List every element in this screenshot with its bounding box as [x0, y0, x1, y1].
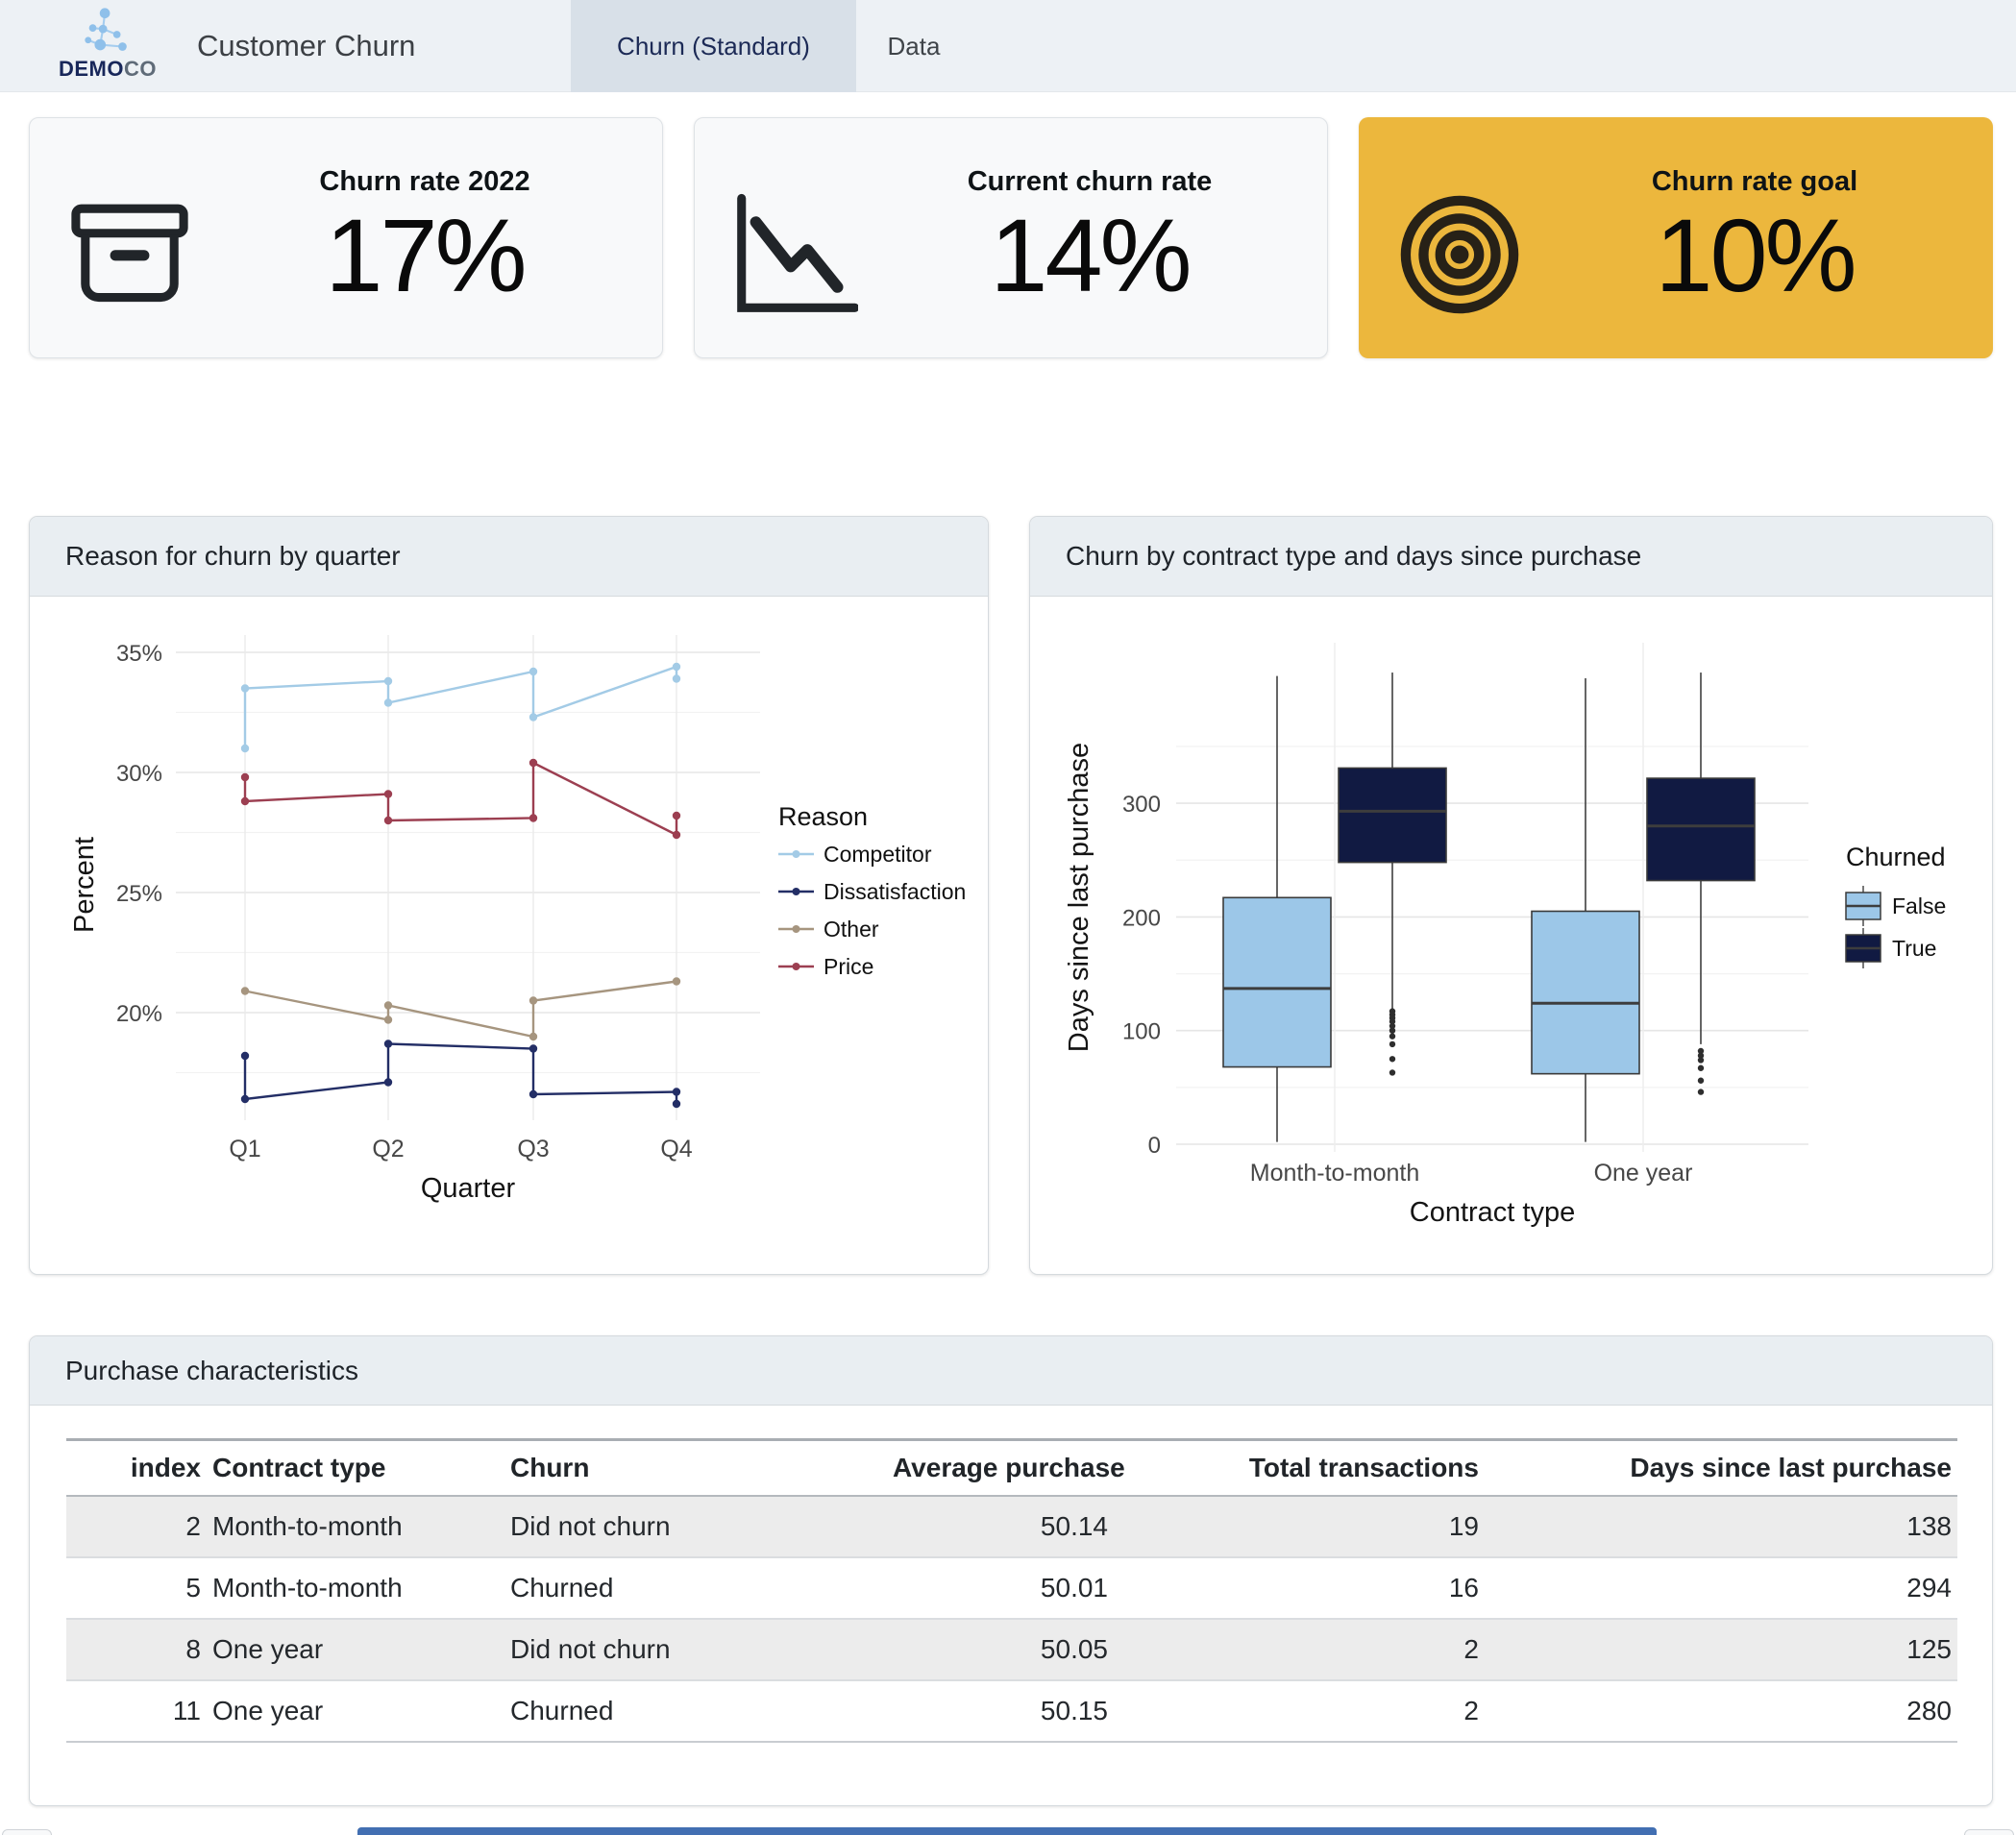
bullseye-icon: [1396, 191, 1523, 318]
value-box-churn-2022: Churn rate 2022 17%: [29, 117, 663, 358]
table-cell: 19: [1114, 1495, 1485, 1557]
value-box-title: Current churn rate: [967, 165, 1213, 197]
svg-text:Reason: Reason: [778, 802, 868, 831]
svg-text:Churned: Churned: [1846, 843, 1946, 871]
table-cell: 50.15: [887, 1679, 1114, 1742]
logo-text-bold: DEMO: [59, 57, 124, 81]
svg-text:Contract type: Contract type: [1410, 1197, 1575, 1228]
value-box-goal: Churn rate goal 10%: [1359, 117, 1993, 358]
table-cell: 11: [66, 1679, 207, 1742]
molecule-logo-icon: [85, 8, 127, 51]
card-title: Purchase characteristics: [30, 1336, 1992, 1406]
navbar: DEMOCO Customer Churn Churn (Standard) D…: [0, 0, 2016, 92]
svg-text:25%: 25%: [116, 881, 162, 907]
value-box-title: Churn rate goal: [1651, 165, 1858, 197]
table-row: 8 One year Did not churn 50.05 2 125: [66, 1618, 1957, 1680]
value-box-value: 10%: [1655, 196, 1856, 313]
logo-text: DEMOCO: [44, 59, 171, 80]
svg-text:35%: 35%: [116, 641, 162, 667]
column-header: Days since last purchase: [1485, 1439, 1957, 1497]
tab-data[interactable]: Data: [887, 31, 941, 61]
table-cell: One year: [207, 1618, 504, 1680]
table-cell: 5: [66, 1556, 207, 1619]
svg-text:Q2: Q2: [372, 1136, 404, 1162]
svg-text:False: False: [1892, 893, 1946, 918]
card-reason-for-churn: Reason for churn by quarter 20% 25% 30% 35%…: [29, 516, 989, 1275]
table-cell: 125: [1485, 1618, 1957, 1680]
svg-text:0: 0: [1148, 1133, 1161, 1159]
table-cell: Did not churn: [504, 1618, 887, 1680]
card-title: Reason for churn by quarter: [30, 517, 988, 597]
table-row: 2 Month-to-month Did not churn 50.14 19 138: [66, 1495, 1957, 1557]
svg-text:Q3: Q3: [517, 1136, 549, 1162]
svg-text:Days since last purchase: Days since last purchase: [1064, 743, 1094, 1052]
svg-text:100: 100: [1122, 1019, 1161, 1045]
next-card-peek-right: [1964, 1829, 2014, 1835]
svg-text:30%: 30%: [116, 761, 162, 787]
table-cell: Churned: [504, 1556, 887, 1619]
table-cell: 50.14: [887, 1495, 1114, 1557]
table-cell: 2: [66, 1495, 207, 1557]
table-cell: 280: [1485, 1679, 1957, 1742]
table-cell: 50.05: [887, 1618, 1114, 1680]
table-cell: 8: [66, 1618, 207, 1680]
column-header: Total transactions: [1114, 1439, 1485, 1497]
next-card-peek-left: [2, 1829, 52, 1835]
svg-text:200: 200: [1122, 905, 1161, 931]
svg-text:Q4: Q4: [660, 1136, 692, 1162]
table-cell: 50.01: [887, 1556, 1114, 1619]
value-box-value: 17%: [325, 196, 527, 313]
table-cell: 2: [1114, 1679, 1485, 1742]
column-header: Churn: [504, 1439, 887, 1497]
value-box-title: Churn rate 2022: [319, 165, 530, 197]
table-cell: One year: [207, 1679, 504, 1742]
reason-line-chart: 20% 25% 30% 35% Q1 Q2 Q3 Q4 Quarter Percent Reason…: [69, 635, 966, 1204]
archive-icon: [66, 191, 193, 318]
svg-text:300: 300: [1122, 792, 1161, 818]
column-header: Contract type: [207, 1439, 504, 1497]
table-header-row: index Contract type Churn Average purchase T…: [66, 1439, 1957, 1497]
logo-text-light: CO: [124, 57, 157, 81]
card-churn-by-contract: Churn by contract type and days since pu…: [1029, 516, 1993, 1275]
table-cell: Did not churn: [504, 1495, 887, 1557]
svg-text:Other: Other: [824, 917, 879, 942]
column-header: index: [66, 1439, 207, 1497]
app-title: Customer Churn: [197, 29, 416, 62]
graph-down-icon: [731, 191, 858, 318]
card-title: Churn by contract type and days since pu…: [1030, 517, 1992, 597]
card-purchase-characteristics: Purchase characteristics index Contract t…: [29, 1335, 1993, 1806]
table-row: 5 Month-to-month Churned 50.01 16 294: [66, 1556, 1957, 1619]
value-box-value: 14%: [990, 196, 1192, 313]
table-cell: Month-to-month: [207, 1495, 504, 1557]
svg-text:Month-to-month: Month-to-month: [1250, 1160, 1419, 1187]
table-cell: Churned: [504, 1679, 887, 1742]
table-cell: 16: [1114, 1556, 1485, 1619]
table-row: 11 One year Churned 50.15 2 280: [66, 1679, 1957, 1742]
bottom-accent-bar: [357, 1827, 1657, 1835]
contract-box-chart: 0 100 200 300 Month-to-month One year Contract…: [1064, 643, 1946, 1228]
svg-text:Q1: Q1: [229, 1136, 260, 1162]
table-cell: 2: [1114, 1618, 1485, 1680]
svg-text:Dissatisfaction: Dissatisfaction: [824, 879, 966, 904]
svg-text:Quarter: Quarter: [421, 1173, 516, 1204]
svg-text:One year: One year: [1594, 1160, 1693, 1187]
svg-text:True: True: [1892, 936, 1936, 961]
column-header: Average purchase: [887, 1439, 1125, 1497]
tab-churn-standard[interactable]: Churn (Standard): [571, 0, 856, 92]
svg-text:Percent: Percent: [69, 837, 100, 933]
table-cell: 138: [1485, 1495, 1957, 1557]
brand-logo[interactable]: DEMOCO: [44, 2, 171, 80]
value-box-current-churn: Current churn rate 14%: [694, 117, 1328, 358]
svg-text:Competitor: Competitor: [824, 842, 932, 867]
purchase-table: index Contract type Churn Average purchase T…: [66, 1438, 1957, 1743]
svg-text:Price: Price: [824, 954, 873, 979]
table-cell: Month-to-month: [207, 1556, 504, 1619]
table-cell: 294: [1485, 1556, 1957, 1619]
svg-text:20%: 20%: [116, 1001, 162, 1027]
